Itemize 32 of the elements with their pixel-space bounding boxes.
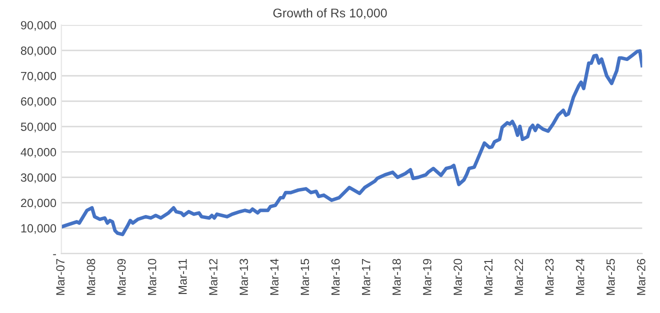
x-tick-label: Mar-18: [392, 258, 401, 295]
x-tick-label: Mar-20: [454, 258, 462, 295]
x-tick-label: Mar-15: [300, 258, 310, 295]
x-tick-label: Mar-07: [56, 258, 65, 295]
y-tick-label: 20,000: [21, 198, 56, 209]
x-tick-label: Mar-09: [117, 258, 126, 295]
x-tick-label: Mar-22: [514, 258, 524, 295]
y-tick-label: 40,000: [20, 148, 56, 158]
x-tick-label: Mar-13: [240, 258, 248, 295]
y-tick-label: 60,000: [21, 97, 56, 107]
chart-title: Growth of Rs 10,000: [273, 8, 387, 19]
y-tick-label: 70,000: [21, 72, 56, 82]
y-tick-label: 30,000: [20, 173, 56, 184]
x-tick-label: Mar-19: [422, 258, 432, 295]
x-tick-label: Mar-14: [270, 258, 279, 295]
x-tick-label: Mar-17: [362, 258, 370, 295]
x-tick-label: Mar-25: [606, 258, 615, 295]
x-tick-label: Mar-26: [636, 258, 646, 295]
x-tick-label: Mar-10: [148, 258, 156, 295]
y-tick-label: 80,000: [20, 46, 56, 56]
x-tick-label: Mar-16: [331, 258, 340, 295]
y-tick-label: -: [53, 254, 56, 256]
x-tick-label: Mar-23: [545, 258, 554, 295]
x-tick-label: Mar-12: [209, 258, 218, 295]
y-tick-label: 50,000: [20, 122, 56, 132]
line-series: [61, 49, 642, 236]
y-tick-label: 10,000: [21, 224, 56, 234]
x-tick-label: Mar-24: [576, 258, 584, 295]
x-tick-label: Mar-11: [178, 258, 187, 294]
x-tick-label: Mar-21: [484, 258, 493, 295]
y-tick-label: 90,000: [20, 21, 56, 31]
x-tick-label: Mar-08: [86, 258, 96, 295]
